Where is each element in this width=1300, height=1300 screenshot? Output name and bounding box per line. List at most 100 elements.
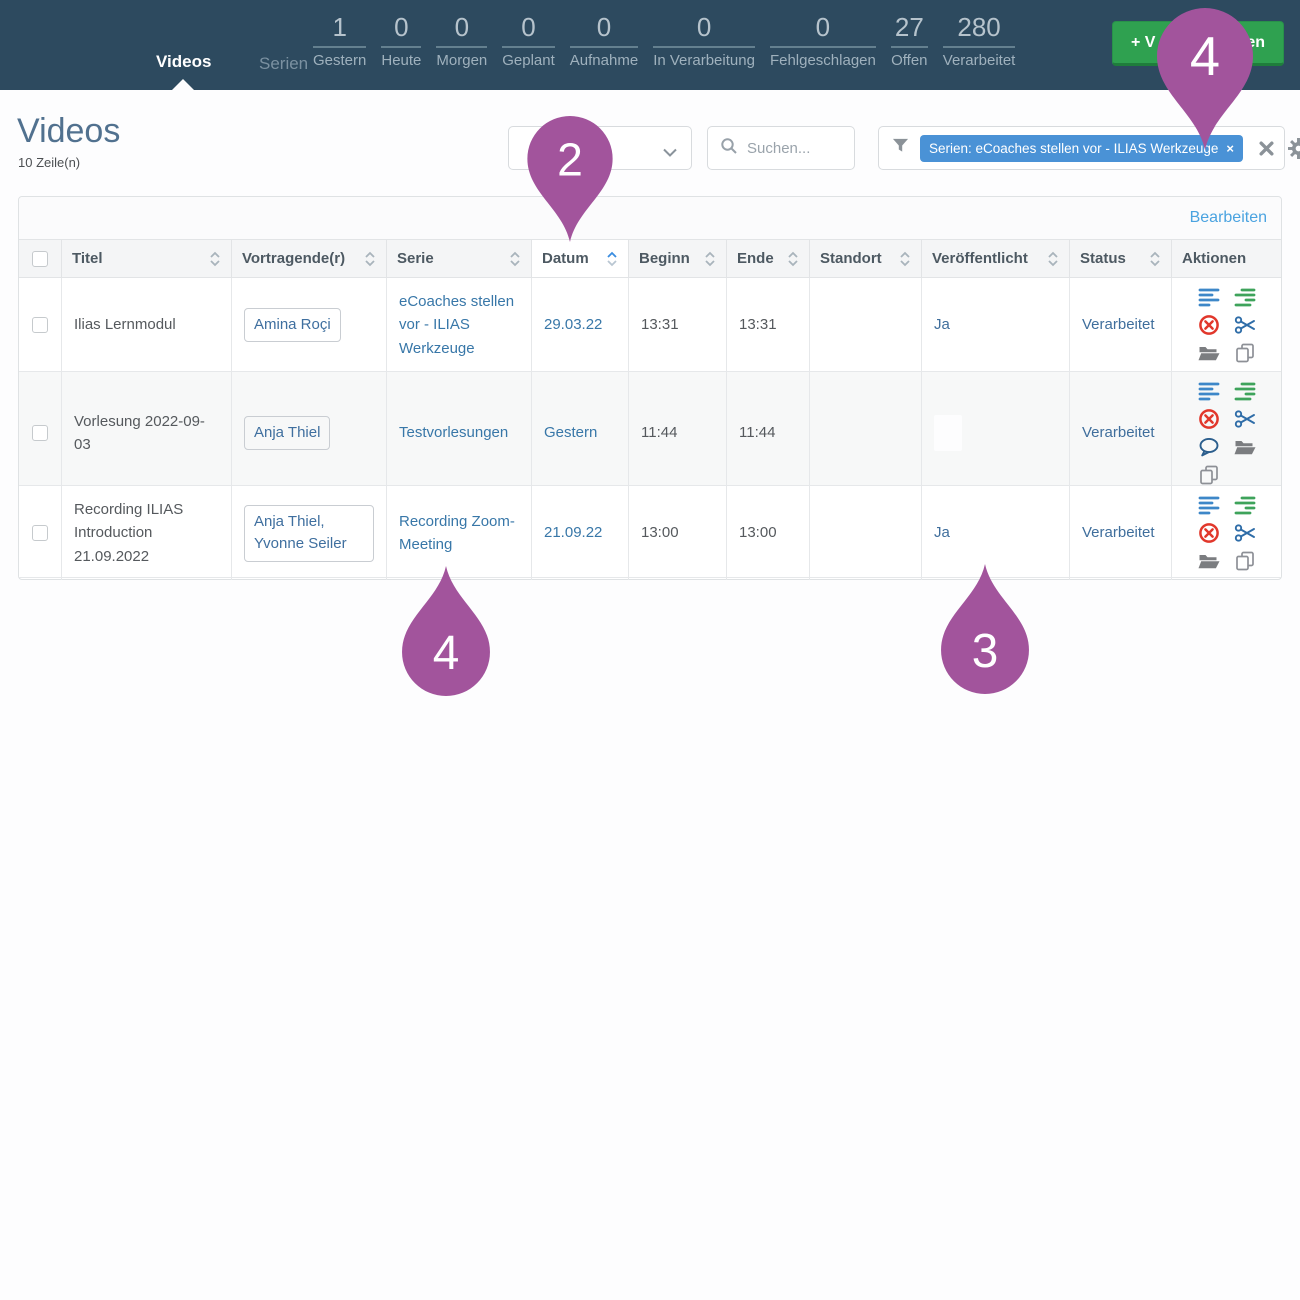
presenter-chip[interactable]: Anja Thiel, Yvonne Seiler — [244, 504, 374, 562]
published-value[interactable]: Ja — [934, 316, 950, 334]
counter-gestern[interactable]: 1 Gestern — [313, 13, 367, 69]
add-video-button-label-right: gen — [1236, 33, 1265, 51]
counter-offen[interactable]: 27 Offen — [890, 13, 928, 69]
column-header-ende[interactable]: Ende — [726, 240, 809, 277]
edit-link[interactable]: Bearbeiten — [1189, 209, 1267, 226]
sort-icon[interactable] — [509, 250, 521, 268]
counter-morgen[interactable]: 0 Morgen — [436, 13, 488, 69]
duplicate-icon[interactable] — [1198, 464, 1220, 486]
select-all-checkbox[interactable] — [32, 250, 48, 267]
sort-icon[interactable] — [364, 250, 376, 268]
sort-icon[interactable] — [787, 250, 799, 268]
column-header-vortragende[interactable]: Vortragende(r) — [231, 240, 386, 277]
end-cell: 13:31 — [726, 278, 809, 372]
column-header-standort[interactable]: Standort — [809, 240, 921, 277]
row-checkbox[interactable] — [32, 317, 48, 333]
cut-scissors-icon[interactable] — [1234, 522, 1256, 544]
series-link[interactable]: eCoaches stellen vor - ILIAS Werkzeuge — [399, 293, 515, 357]
column-label: Serie — [397, 250, 434, 267]
table-row: Vorlesung 2022-09-03 Anja Thiel Testvorl… — [19, 372, 1281, 494]
location-cell — [809, 278, 921, 372]
delete-circle-x-icon[interactable] — [1198, 408, 1220, 430]
counter-in-verarbeitung[interactable]: 0 In Verarbeitung — [653, 13, 755, 69]
details-lines-icon[interactable] — [1198, 380, 1220, 402]
duplicate-icon[interactable] — [1234, 342, 1256, 364]
counter-heute[interactable]: 0 Heute — [381, 13, 422, 69]
series-link[interactable]: Recording Zoom-Meeting — [399, 512, 515, 553]
row-checkbox[interactable] — [32, 525, 48, 541]
sort-icon[interactable] — [704, 250, 716, 268]
tab-serien[interactable]: Serien — [259, 54, 309, 73]
title-cell: Recording ILIAS Introduction 21.09.2022 — [61, 486, 231, 580]
sort-icon[interactable] — [899, 250, 911, 268]
presenters-cell: Amina Roçi — [231, 278, 386, 372]
folder-icon[interactable] — [1234, 436, 1256, 458]
column-header-titel[interactable]: Titel — [61, 240, 231, 277]
date-link[interactable]: 29.03.22 — [544, 316, 603, 334]
sort-icon-active[interactable] — [606, 250, 618, 268]
status-counters: 1 Gestern 0 Heute 0 Morgen 0 Geplant 0 A… — [313, 13, 1016, 69]
end-cell: 11:44 — [726, 372, 809, 494]
counter-aufnahme[interactable]: 0 Aufnahme — [569, 13, 639, 69]
page-title: Videos — [17, 112, 121, 150]
series-link[interactable]: Testvorlesungen — [399, 424, 509, 442]
status-value[interactable]: Verarbeitet — [1082, 524, 1155, 542]
publish-lines-icon[interactable] — [1234, 286, 1256, 308]
cut-scissors-icon[interactable] — [1234, 408, 1256, 430]
funnel-filter-icon — [892, 137, 909, 159]
publish-lines-icon[interactable] — [1234, 380, 1256, 402]
sort-icon[interactable] — [1047, 250, 1059, 268]
column-header-status[interactable]: Status — [1069, 240, 1171, 277]
search-box — [707, 126, 855, 170]
location-cell — [809, 372, 921, 494]
counter-label: Verarbeitet — [942, 51, 1016, 69]
cut-scissors-icon[interactable] — [1234, 314, 1256, 336]
date-link[interactable]: Gestern — [544, 424, 598, 442]
counter-value: 0 — [653, 13, 755, 48]
column-header-datum[interactable]: Datum — [531, 240, 628, 277]
details-lines-icon[interactable] — [1198, 286, 1220, 308]
add-video-button[interactable]: + V gen — [1112, 21, 1284, 66]
gear-settings-icon[interactable] — [1288, 137, 1300, 159]
column-header-beginn[interactable]: Beginn — [628, 240, 726, 277]
video-title: Ilias Lernmodul — [74, 316, 176, 334]
status-cell: Verarbeitet — [1069, 372, 1171, 494]
folder-icon[interactable] — [1198, 550, 1220, 572]
filter-select[interactable] — [508, 126, 692, 170]
date-link[interactable]: 21.09.22 — [544, 524, 603, 542]
column-header-veroeffentlicht[interactable]: Veröffentlicht — [921, 240, 1069, 277]
filter-chip-close-icon[interactable]: × — [1226, 140, 1234, 156]
counter-verarbeitet[interactable]: 280 Verarbeitet — [942, 13, 1016, 69]
presenter-chip[interactable]: Anja Thiel — [244, 415, 331, 451]
tab-videos[interactable]: Videos — [156, 52, 212, 71]
status-value[interactable]: Verarbeitet — [1082, 424, 1155, 442]
delete-circle-x-icon[interactable] — [1198, 522, 1220, 544]
counter-fehlgeschlagen[interactable]: 0 Fehlgeschlagen — [769, 13, 876, 69]
published-value[interactable]: Ja — [934, 524, 950, 542]
sort-icon[interactable] — [209, 250, 221, 268]
filter-chip-series[interactable]: Serien: eCoaches stellen vor - ILIAS Wer… — [920, 134, 1243, 162]
title-cell: Ilias Lernmodul — [61, 278, 231, 372]
publish-lines-icon[interactable] — [1234, 494, 1256, 516]
end-time: 13:31 — [739, 316, 777, 334]
clear-filters-icon[interactable] — [1258, 140, 1275, 157]
folder-icon[interactable] — [1198, 342, 1220, 364]
details-lines-icon[interactable] — [1198, 494, 1220, 516]
delete-circle-x-icon[interactable] — [1198, 314, 1220, 336]
presenter-chip[interactable]: Amina Roçi — [244, 307, 341, 343]
row-checkbox[interactable] — [32, 425, 48, 441]
start-time: 11:44 — [641, 424, 678, 442]
video-title: Vorlesung 2022-09-03 — [74, 412, 205, 453]
sort-icon[interactable] — [1149, 250, 1161, 268]
column-header-serie[interactable]: Serie — [386, 240, 531, 277]
duplicate-icon[interactable] — [1234, 550, 1256, 572]
counter-geplant[interactable]: 0 Geplant — [502, 13, 555, 69]
column-label: Veröffentlicht — [932, 250, 1028, 267]
active-filters-bar: Serien: eCoaches stellen vor - ILIAS Wer… — [878, 126, 1300, 170]
status-value[interactable]: Verarbeitet — [1082, 316, 1155, 334]
comment-bubble-icon[interactable] — [1198, 436, 1220, 458]
row-checkbox-cell — [19, 486, 61, 580]
published-placeholder — [934, 415, 962, 451]
counter-value: 27 — [890, 13, 928, 48]
search-input[interactable] — [747, 139, 847, 157]
